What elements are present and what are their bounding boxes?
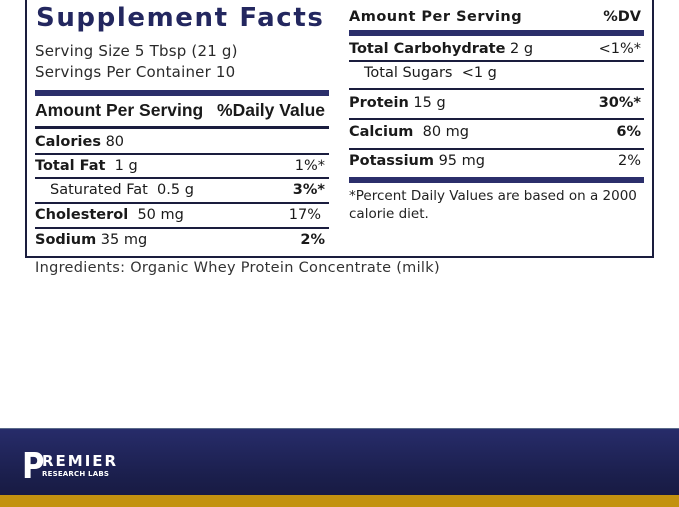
nutrient-dv: 1%* — [294, 158, 325, 174]
nutrient-row-total-sugars: Total Sugars <1 g — [364, 65, 497, 81]
nutrient-dv: 17% — [288, 207, 321, 223]
supplement-facts-panel: Supplement Facts Serving Size 5 Tbsp (21… — [25, 0, 654, 258]
divider — [349, 60, 644, 62]
right-amount-per-serving-header: Amount Per Serving — [349, 9, 523, 25]
brand-banner — [0, 428, 679, 495]
amount-per-serving-header: Amount Per Serving — [35, 100, 204, 120]
divider — [35, 126, 329, 129]
divider — [349, 118, 644, 120]
divider — [35, 177, 329, 179]
ingredients-text: Ingredients: Organic Whey Protein Concen… — [35, 260, 440, 276]
nutrient-name: Cholesterol — [35, 207, 129, 223]
logo-wordmark: REMIER — [42, 452, 119, 470]
nutrient-amount: <1 g — [461, 65, 497, 81]
logo-subtitle: RESEARCH LABS — [42, 470, 110, 478]
logo-initial: P — [22, 446, 45, 487]
nutrient-row-total-carbohydrate: Total Carbohydrate 2 g — [349, 41, 533, 57]
nutrient-name: Total Sugars — [364, 65, 453, 81]
nutrient-name: Calories — [35, 134, 101, 150]
footnote-line-2: calorie diet. — [349, 206, 429, 222]
nutrient-row-calcium: Calcium 80 mg — [349, 124, 469, 140]
nutrient-row-sodium: Sodium 35 mg — [35, 232, 147, 248]
nutrient-row-calories: Calories 80 — [35, 134, 124, 150]
divider — [35, 153, 329, 155]
nutrient-dv: <1%* — [598, 41, 641, 57]
footnote-line-1: *Percent Daily Values are based on a 200… — [349, 188, 637, 204]
nutrient-amount: 15 g — [413, 95, 446, 111]
nutrient-name: Potassium — [349, 153, 434, 169]
nutrient-amount: 50 mg — [137, 207, 184, 223]
divider — [349, 148, 644, 150]
nutrient-name: Total Fat — [35, 158, 106, 174]
serving-size: Serving Size 5 Tbsp (21 g) — [35, 42, 238, 60]
nutrient-amount: 0.5 g — [157, 182, 194, 198]
nutrient-row-total-fat: Total Fat 1 g — [35, 158, 138, 174]
nutrient-name: Calcium — [349, 124, 414, 140]
nutrient-name: Saturated Fat — [50, 182, 148, 198]
nutrient-dv: 3%* — [292, 182, 325, 198]
daily-value-header: %Daily Value — [217, 100, 325, 120]
divider — [35, 227, 329, 229]
thick-divider — [349, 30, 644, 36]
nutrient-name: Protein — [349, 95, 409, 111]
panel-title: Supplement Facts — [36, 3, 325, 33]
nutrient-dv: 30%* — [598, 95, 641, 111]
nutrient-amount: 95 mg — [438, 153, 485, 169]
nutrient-amount: 1 g — [114, 158, 138, 174]
nutrient-amount: 80 — [105, 134, 125, 150]
nutrient-dv: 2% — [300, 232, 325, 248]
nutrient-row-cholesterol: Cholesterol 50 mg — [35, 207, 184, 223]
nutrient-row-potassium: Potassium 95 mg — [349, 153, 485, 169]
gold-stripe — [0, 495, 679, 507]
nutrient-row-saturated-fat: Saturated Fat 0.5 g — [50, 182, 194, 198]
divider — [35, 202, 329, 204]
thick-divider — [349, 177, 644, 183]
nutrient-dv: 2% — [617, 153, 641, 169]
divider — [349, 88, 644, 90]
nutrient-name: Total Carbohydrate — [349, 41, 506, 57]
nutrient-name: Sodium — [35, 232, 97, 248]
right-dv-header: %DV — [603, 9, 641, 25]
nutrient-amount: 35 mg — [100, 232, 148, 248]
nutrient-row-protein: Protein 15 g — [349, 95, 446, 111]
thick-divider — [35, 90, 329, 96]
nutrient-amount: 80 mg — [422, 124, 470, 140]
servings-per-container: Servings Per Container 10 — [35, 63, 236, 81]
nutrient-amount: 2 g — [510, 41, 534, 57]
nutrient-dv: 6% — [616, 124, 641, 140]
